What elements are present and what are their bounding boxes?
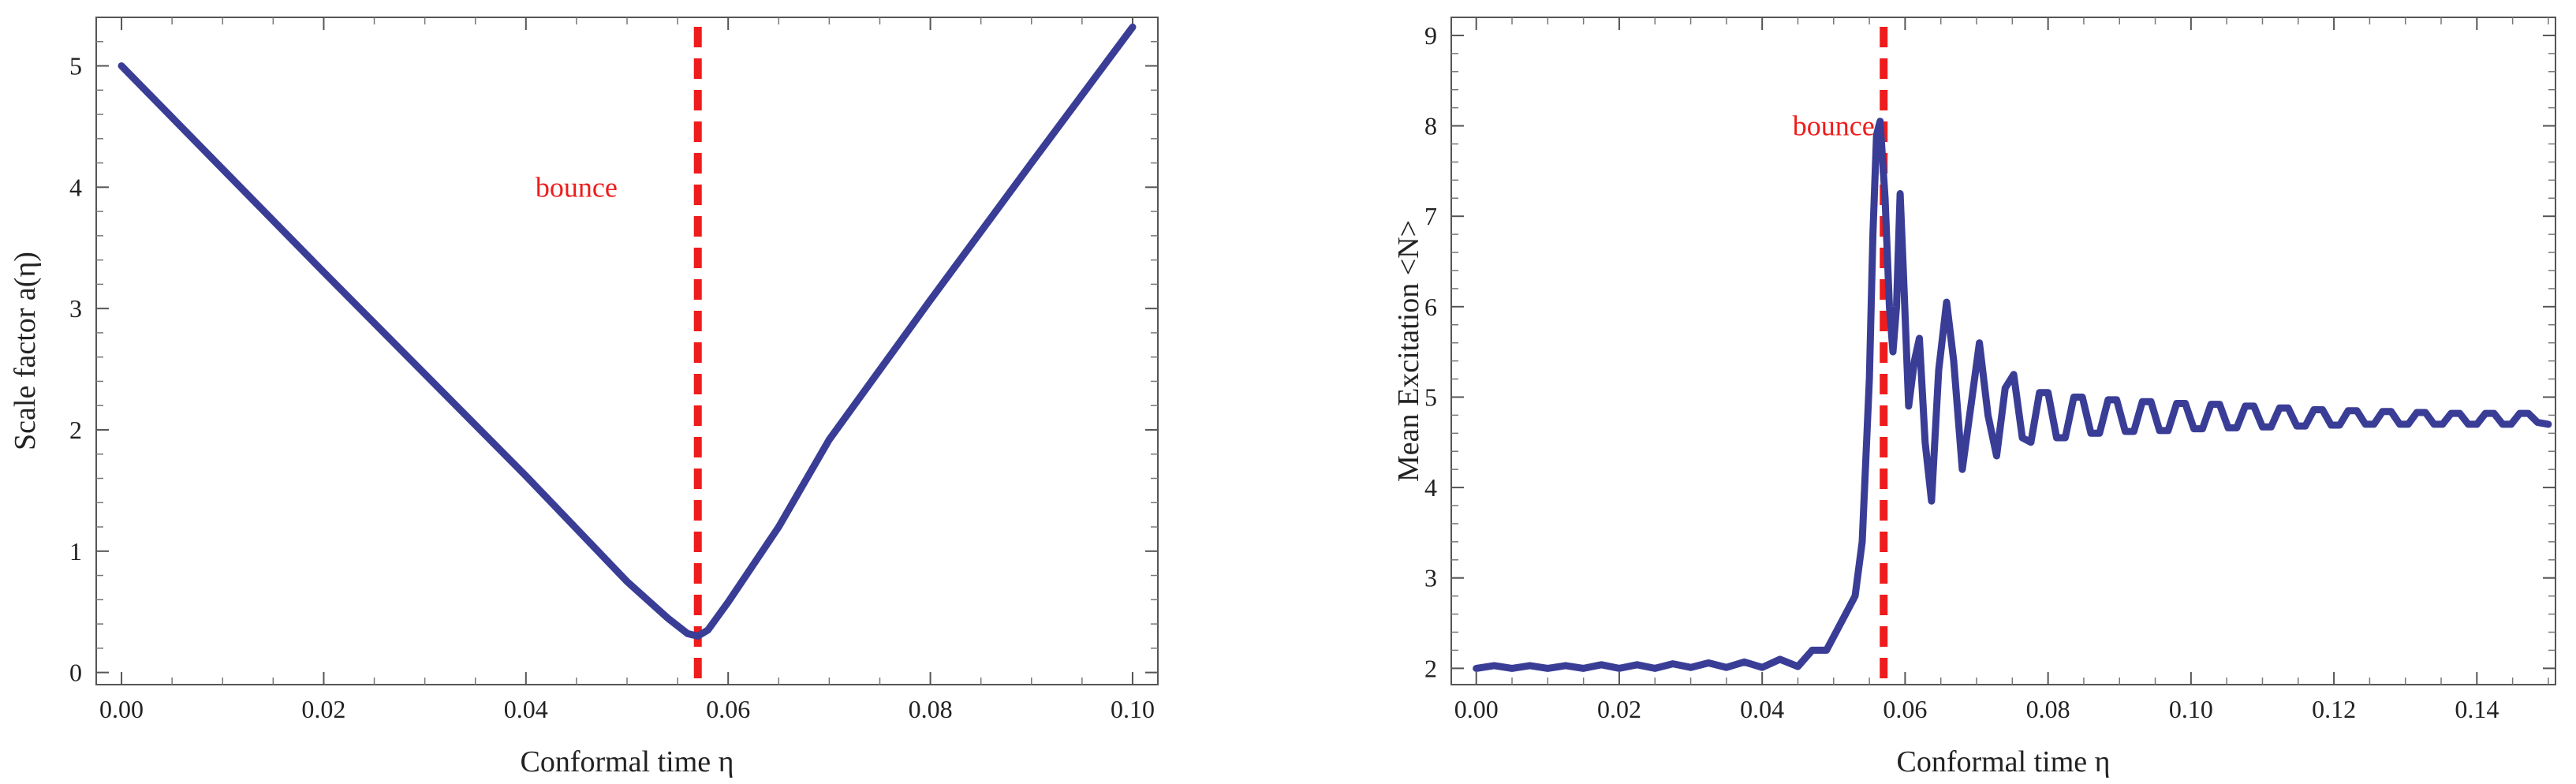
excitation-x-tick-label: 0.06: [1883, 695, 1927, 723]
excitation-x-tick-label: 0.10: [2169, 695, 2213, 723]
excitation-y-tick-label: 6: [1424, 293, 1437, 321]
scale-y-tick-label: 1: [69, 537, 82, 566]
scale-x-tick-label: 0.00: [99, 695, 144, 723]
excitation-x-tick-label: 0.14: [2455, 695, 2499, 723]
scale-y-tick-label: 5: [69, 52, 82, 80]
excitation-y-tick-label: 4: [1424, 473, 1437, 502]
scale-factor-panel: 0.00 0.02 0.04 0.06 0.08 0.10 0 1 2 3 4 5 bounce Co…: [9, 17, 1159, 778]
scale-y-tick-label: 4: [69, 173, 82, 201]
excitation-x-axis-title: Conformal time η: [1896, 745, 2110, 778]
scale-y-tick-label: 2: [69, 416, 82, 444]
scale-x-tick-label: 0.06: [706, 695, 750, 723]
excitation-x-tick-label: 0.02: [1597, 695, 1641, 723]
scale-x-tick-label: 0.08: [909, 695, 953, 723]
scale-bounce-annotation: bounce: [536, 171, 618, 203]
excitation-y-tick-label: 7: [1424, 202, 1437, 230]
excitation-series-group: [1473, 118, 2552, 672]
excitation-bounce-annotation: bounce: [1793, 110, 1875, 142]
excitation-x-tick-label: 0.04: [1740, 695, 1784, 723]
scale-series-group: [118, 23, 1137, 640]
excitation-y-tick-label: 9: [1424, 21, 1437, 50]
excitation-x-tick-label: 0.08: [2026, 695, 2070, 723]
excitation-y-tick-label: 8: [1424, 112, 1437, 140]
scale-x-axis-title: Conformal time η: [520, 745, 734, 778]
scale-axis-ticks: 0.00 0.02 0.04 0.06 0.08 0.10 0 1 2 3 4 5: [69, 17, 1158, 723]
excitation-y-tick-label: 3: [1424, 564, 1437, 592]
scale-series-line: [118, 23, 1137, 640]
scale-y-axis-title: Scale factor a(η): [9, 252, 42, 450]
scale-x-tick-label: 0.04: [504, 695, 548, 723]
excitation-series-line: [1473, 118, 2552, 672]
mean-excitation-panel: 0.00 0.02 0.04 0.06 0.08 0.10 0.12 0.14 2 3 4 5 6 7 8 9…: [1392, 17, 2556, 778]
excitation-y-axis-title: Mean Excitation <N>: [1392, 220, 1425, 482]
excitation-plot-frame: [1450, 17, 2556, 685]
scale-x-tick-label: 0.02: [301, 695, 345, 723]
scale-y-tick-label: 3: [69, 294, 82, 323]
excitation-x-tick-label: 0.00: [1454, 695, 1499, 723]
excitation-axis-ticks: 0.00 0.02 0.04 0.06 0.08 0.10 0.12 0.14 2 3 4 5 6 7 8 9: [1424, 17, 2555, 723]
excitation-x-tick-label: 0.12: [2312, 695, 2356, 723]
excitation-y-tick-label: 5: [1424, 383, 1437, 411]
scale-y-tick-label: 0: [69, 659, 82, 687]
excitation-y-tick-label: 2: [1424, 654, 1437, 682]
scale-x-tick-label: 0.10: [1111, 695, 1155, 723]
